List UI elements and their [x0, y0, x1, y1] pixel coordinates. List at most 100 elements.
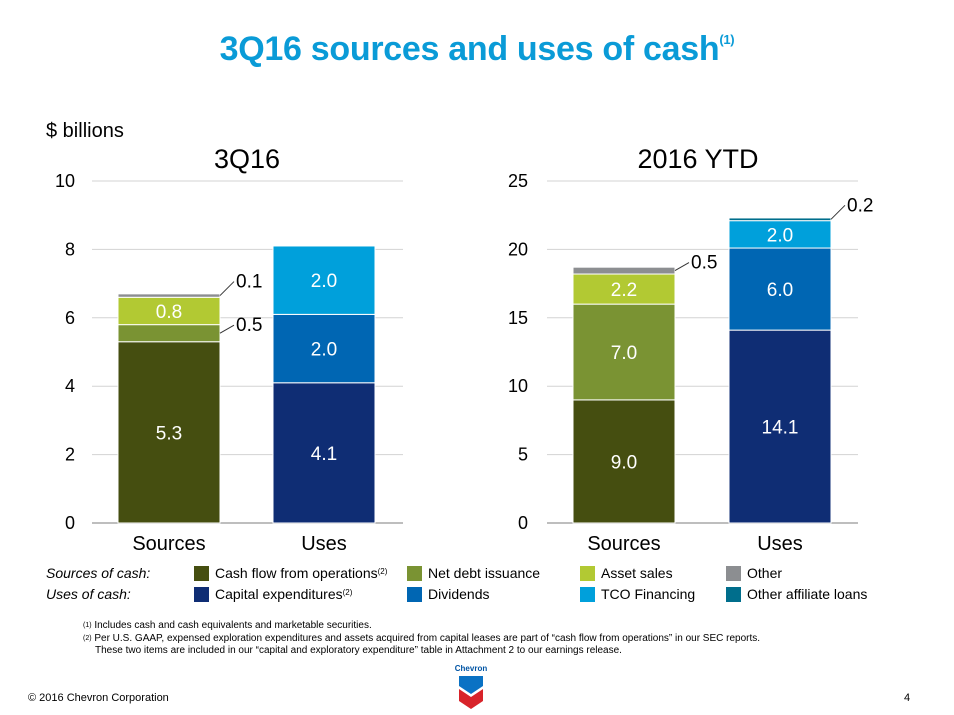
data-label: 2.0: [311, 271, 337, 292]
chevron-logo-icon: Chevron: [452, 664, 490, 714]
bar-segment-dividends: [272, 313, 376, 384]
bar-segment-other-affiliate: [728, 217, 832, 222]
footnote-2: (2) Per U.S. GAAP, expensed exploration …: [83, 633, 760, 646]
ytd-chart: 2016 YTD 0 5 10 15 20 25 Sources Uses 9.0 7.0 2.2 0.…: [508, 144, 873, 555]
data-label: 14.1: [762, 418, 799, 439]
legend-swatch: [726, 565, 741, 581]
legend-uses-heading: Uses of cash:: [46, 586, 131, 602]
callout-leader: [219, 281, 235, 296]
x-category-label: Uses: [301, 533, 347, 555]
bar-segment-capex: [272, 382, 376, 524]
callout-label: 0.1: [236, 272, 262, 293]
bar-segment-cash-flow-ops: [117, 341, 221, 524]
legend-item-other-affiliate: Other affiliate loans: [726, 586, 867, 602]
legend-item-dividends: Dividends: [407, 586, 489, 602]
data-label: 6.0: [767, 280, 793, 301]
x-category-label: Uses: [757, 533, 803, 555]
y-tick-label: 5: [518, 445, 528, 465]
data-label: 2.2: [611, 280, 637, 301]
callout-leader: [219, 324, 235, 334]
footnote-2-continued: These two items are included in our “cap…: [95, 645, 622, 656]
data-label: 5.3: [156, 423, 182, 444]
page-number: 4: [904, 692, 911, 704]
bar-segment-capex: [728, 329, 832, 524]
y-tick-label: 4: [65, 376, 75, 396]
data-label: 2.0: [767, 225, 793, 246]
y-tick-label: 8: [65, 239, 75, 259]
bar-segment-cash-flow-ops: [572, 399, 676, 524]
x-category-label: Sources: [132, 533, 205, 555]
copyright: © 2016 Chevron Corporation: [28, 692, 169, 704]
legend-swatch: [407, 586, 422, 602]
y-tick-label: 10: [55, 171, 75, 191]
bar-segment-tco: [728, 220, 832, 249]
data-label: 4.1: [311, 444, 337, 465]
legend-swatch: [726, 586, 741, 602]
legend-swatch: [580, 565, 595, 581]
y-tick-label: 0: [65, 513, 75, 533]
legend-item-cash-flow-ops: Cash flow from operations (2): [194, 565, 387, 581]
bar-segment-dividends: [728, 247, 832, 331]
legend-item-tco: TCO Financing: [580, 586, 695, 602]
legend-item-asset-sales: Asset sales: [580, 565, 673, 581]
legend-label: Other affiliate loans: [747, 586, 868, 602]
bar-segment-asset-sales: [117, 296, 221, 326]
footnote-1: (1) Includes cash and cash equivalents a…: [83, 620, 760, 633]
y-tick-label: 2: [65, 445, 75, 465]
callout-label: 0.2: [847, 195, 873, 216]
units-label: $ billions: [46, 120, 124, 142]
y-tick-label: 6: [65, 308, 75, 328]
x-category-label: Sources: [587, 533, 660, 555]
bar-segment-asset-sales: [572, 273, 676, 305]
legend-footnote-ref: (2): [377, 566, 388, 576]
chart-title: 3Q16: [214, 144, 280, 174]
legend-label: Capital expenditures: [215, 586, 343, 602]
data-label: 7.0: [611, 343, 637, 364]
data-label: 2.0: [311, 340, 337, 361]
callout-label: 0.5: [691, 253, 717, 274]
legend-label: Cash flow from operations: [215, 565, 378, 581]
bar-segment-tco: [272, 245, 376, 315]
chevron-emblem-icon: [459, 676, 483, 709]
legend: Sources of cash: Uses of cash: Cash flow…: [0, 562, 954, 612]
legend-label: Net debt issuance: [428, 565, 541, 581]
logo-text: Chevron: [454, 664, 488, 673]
legend-label: TCO Financing: [601, 586, 696, 602]
footnote-2-ref: (2): [83, 634, 92, 642]
legend-swatch: [194, 565, 209, 581]
legend-item-capex: Capital expenditures (2): [194, 586, 352, 602]
legend-item-net-debt: Net debt issuance: [407, 565, 540, 581]
legend-swatch: [407, 565, 422, 581]
bar-segment-other: [117, 293, 221, 298]
y-tick-label: 15: [508, 308, 528, 328]
footnote-1-text: Includes cash and cash equivalents and m…: [94, 620, 372, 631]
callout-label: 0.5: [236, 315, 262, 336]
y-tick-label: 20: [508, 239, 528, 259]
charts-container: 3Q16 0 2 4 6 8 10 Sources Uses 5.3 0.5 0.8 0.1 4.1 2.0…: [55, 144, 873, 555]
footnote-1-ref: (1): [83, 622, 92, 629]
legend-label: Asset sales: [601, 565, 673, 581]
legend-item-other: Other: [726, 565, 782, 581]
data-label: 0.8: [156, 302, 182, 323]
chart-title: 2016 YTD: [637, 144, 758, 174]
slide-title-text: 3Q16 sources and uses of cash: [219, 30, 720, 68]
y-tick-label: 0: [518, 513, 528, 533]
bar-segment-net-debt: [572, 303, 676, 401]
legend-label: Dividends: [428, 586, 490, 602]
title-footnote-ref: (1): [719, 32, 735, 47]
y-tick-label: 25: [508, 171, 528, 191]
callout-leader: [830, 204, 846, 220]
footnotes: (1) Includes cash and cash equivalents a…: [83, 620, 760, 658]
q3-chart: 3Q16 0 2 4 6 8 10 Sources Uses 5.3 0.5 0.8 0.1 4.1 2.0…: [55, 144, 403, 555]
bar-segment-other: [572, 266, 676, 275]
slide-title: 3Q16 sources and uses of cash(1): [0, 30, 954, 69]
callout-leader: [674, 262, 690, 272]
legend-footnote-ref: (2): [342, 587, 353, 597]
legend-label: Other: [747, 565, 783, 581]
bar-segment-net-debt: [117, 324, 221, 343]
legend-swatch: [580, 586, 595, 602]
y-tick-label: 10: [508, 376, 528, 396]
legend-swatch: [194, 586, 209, 602]
footnote-2-text: Per U.S. GAAP, expensed exploration expe…: [94, 632, 761, 644]
data-label: 9.0: [611, 452, 637, 473]
